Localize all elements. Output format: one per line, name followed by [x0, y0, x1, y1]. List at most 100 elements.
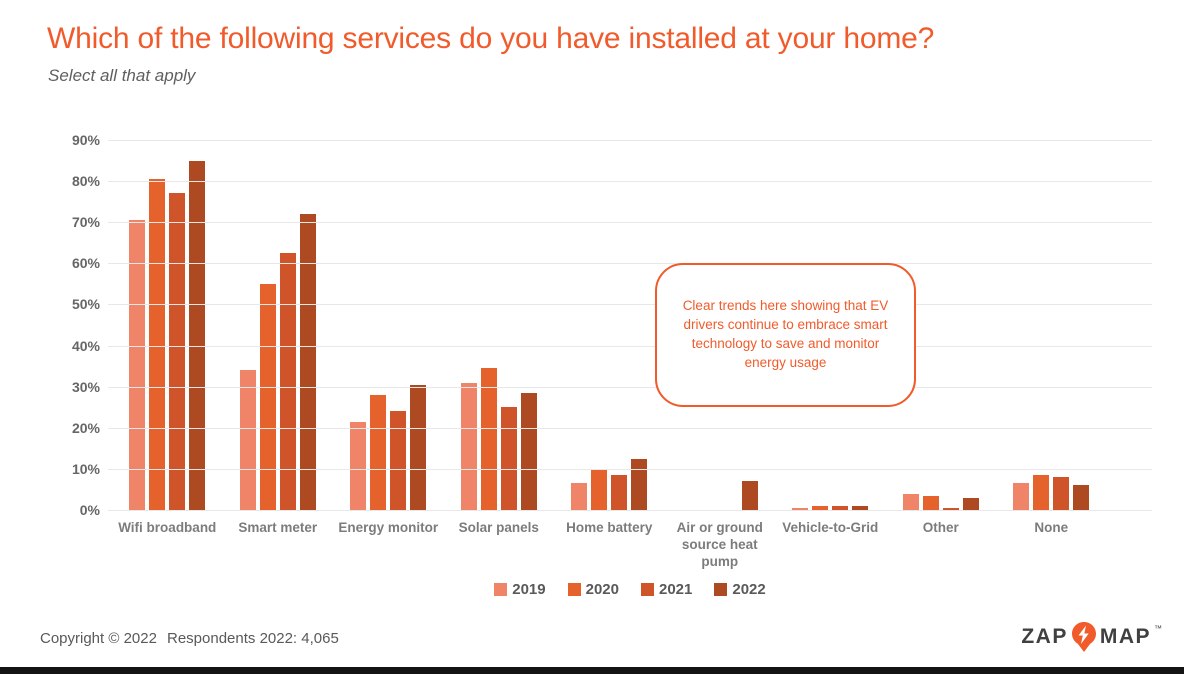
- bar-group: [554, 458, 665, 510]
- category-label: Energy monitor: [338, 520, 439, 535]
- bar-2021: [500, 407, 517, 510]
- bar-2019: [460, 382, 477, 510]
- bar-2019: [792, 507, 809, 510]
- y-tick-label: 60%: [71, 255, 100, 272]
- gridline: [108, 510, 1152, 511]
- legend-swatch-icon: [641, 583, 654, 596]
- footer-copyright: Copyright © 2022: [40, 630, 157, 647]
- gridline: [108, 386, 1152, 388]
- legend-label: 2019: [512, 581, 546, 598]
- gridline: [108, 345, 1152, 347]
- legend-item: 2019: [494, 581, 546, 598]
- logo-trademark: ™: [1154, 624, 1162, 633]
- bar-2019: [571, 483, 588, 510]
- y-tick-label: 50%: [71, 296, 100, 313]
- category-label: Smart meter: [238, 520, 318, 535]
- legend-swatch-icon: [714, 583, 728, 596]
- page-title: Which of the following services do you h…: [47, 22, 935, 55]
- bar-group: [665, 481, 776, 510]
- bar-group: [444, 368, 555, 510]
- category-label: Home battery: [566, 520, 653, 535]
- legend-swatch-icon: [567, 583, 581, 596]
- bar-2020: [812, 505, 829, 510]
- category-label: None: [1034, 520, 1069, 535]
- gridline: [108, 304, 1152, 306]
- annotation-text: Clear trends here showing that EV driver…: [682, 298, 889, 370]
- annotation-callout: Clear trends here showing that EV driver…: [655, 263, 916, 407]
- bar-group: [333, 384, 444, 510]
- y-tick-label: 90%: [71, 132, 100, 148]
- category-label: Wifi broadband: [118, 520, 217, 535]
- legend-swatch-icon: [494, 583, 508, 596]
- bar-2021: [279, 253, 296, 510]
- bar-group: [223, 214, 334, 510]
- bar-2020: [922, 495, 939, 510]
- lightning-bolt-icon: [1078, 625, 1089, 644]
- bar-2022: [299, 214, 316, 510]
- gridline: [108, 427, 1152, 429]
- y-tick-label: 0%: [79, 502, 100, 518]
- legend-label: 2021: [659, 581, 693, 598]
- gridline: [108, 140, 1152, 141]
- bar-2022: [962, 497, 979, 510]
- bar-2020: [149, 179, 166, 510]
- bar-2019: [239, 370, 256, 510]
- bar-group: [775, 505, 886, 510]
- bar-group: [886, 493, 997, 510]
- y-tick-label: 80%: [71, 173, 100, 190]
- bar-2019: [1013, 483, 1030, 510]
- legend-item: 2020: [567, 581, 619, 598]
- plot-area: 90% 80% 70% 60% 50% 40% 30% 20% 10% 0%: [72, 132, 1152, 518]
- y-tick-label: 70%: [71, 214, 100, 231]
- gridline: [108, 222, 1152, 224]
- gridline: [108, 263, 1152, 265]
- category-label: Other: [922, 520, 959, 535]
- gridline: [108, 468, 1152, 470]
- bar-2021: [942, 507, 959, 510]
- category-label: Vehicle-to-Grid: [782, 520, 879, 535]
- category-axis: Wifi broadband Smart meter Energy monitor S…: [112, 519, 1156, 570]
- category-label: Air or ground source heat pump: [676, 520, 763, 569]
- bar-2021: [832, 505, 849, 510]
- legend: 2019 2020 2021 2022: [108, 581, 1152, 598]
- legend-item: 2022: [714, 581, 766, 598]
- bar-2020: [370, 394, 387, 510]
- bar-2022: [189, 160, 206, 510]
- bar-2022: [631, 458, 648, 510]
- bar-2021: [169, 193, 186, 510]
- bar-2022: [741, 481, 758, 510]
- y-tick-label: 20%: [71, 419, 100, 436]
- bar-group: [112, 160, 223, 510]
- bar-2020: [259, 283, 276, 510]
- bar-2020: [1033, 475, 1050, 510]
- zapmap-logo: ZAP MAP ™: [1021, 622, 1162, 652]
- bottom-accent-bar: [0, 667, 1184, 674]
- page-subtitle: Select all that apply: [48, 66, 196, 85]
- bar-2021: [1053, 477, 1070, 510]
- bar-2022: [1073, 485, 1090, 510]
- bar-group: [996, 475, 1107, 510]
- bar-2022: [520, 392, 537, 510]
- y-tick-label: 40%: [71, 337, 100, 354]
- bar-2021: [611, 475, 628, 510]
- legend-label: 2020: [585, 581, 619, 598]
- legend-label: 2022: [732, 581, 766, 598]
- bar-2019: [350, 421, 367, 510]
- y-tick-label: 10%: [71, 460, 100, 477]
- gridline: [108, 181, 1152, 183]
- bar-2020: [591, 468, 608, 510]
- bar-groups: [108, 140, 1152, 510]
- bar-2022: [852, 505, 869, 510]
- bar-2019: [129, 220, 146, 510]
- legend-item: 2021: [641, 581, 692, 598]
- category-label: Solar panels: [458, 520, 539, 535]
- bar-2020: [480, 368, 497, 510]
- logo-zap-text: ZAP: [1021, 625, 1068, 648]
- y-tick-label: 30%: [71, 378, 100, 395]
- footer-respondents: Respondents 2022: 4,065: [167, 630, 339, 647]
- bar-2021: [390, 411, 407, 510]
- bar-2019: [902, 493, 919, 510]
- bar-2022: [410, 384, 427, 510]
- logo-map-text: MAP: [1099, 625, 1151, 648]
- map-pin-icon: [1071, 622, 1096, 652]
